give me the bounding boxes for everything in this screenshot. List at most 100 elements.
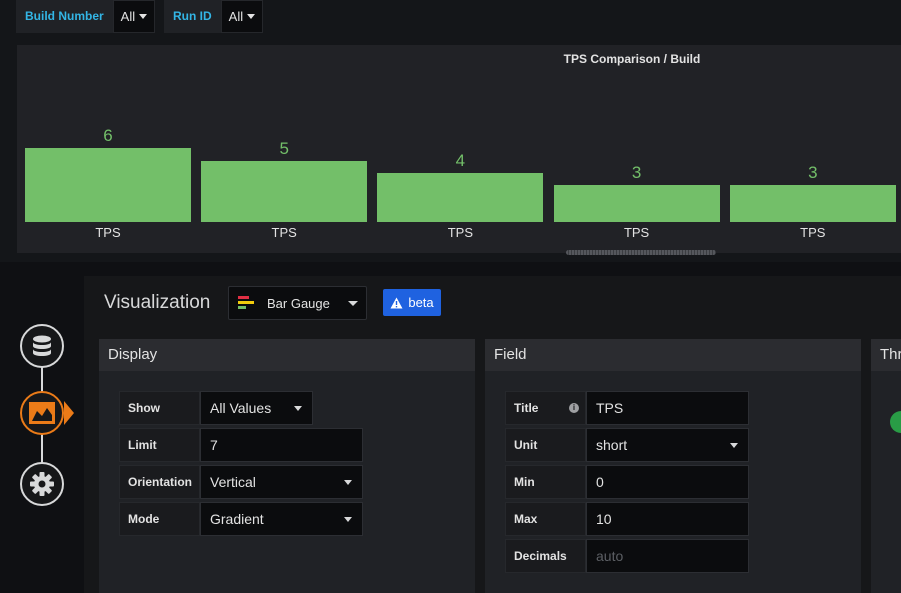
mode-label: Mode	[119, 502, 200, 536]
build-number-label: Build Number	[16, 0, 113, 33]
gear-icon	[30, 472, 54, 496]
display-limit-row: Limit 7	[119, 428, 363, 462]
min-label: Min	[505, 465, 586, 499]
field-decimals-row: Decimals auto	[505, 539, 749, 573]
min-label-text: Min	[514, 475, 535, 489]
display-options-group: Display Show All Values Limit 7 Orientation V…	[99, 339, 475, 593]
bar	[729, 185, 896, 222]
title-input[interactable]: TPS	[586, 391, 749, 425]
orientation-select[interactable]: Vertical	[200, 465, 363, 499]
visualization-name: Bar Gauge	[267, 295, 330, 311]
limit-input[interactable]: 7	[200, 428, 363, 462]
unit-label: Unit	[505, 428, 586, 462]
run-id-label: Run ID	[164, 0, 221, 33]
horizontal-scrollbar[interactable]	[566, 250, 716, 255]
title-label: Title i	[505, 391, 586, 425]
bar-category-label: TPS	[623, 225, 650, 240]
chevron-down-icon	[344, 517, 352, 522]
chevron-down-icon	[139, 14, 148, 19]
beta-label: beta	[408, 295, 434, 310]
mode-label-text: Mode	[128, 512, 160, 526]
display-mode-row: Mode Gradient	[119, 502, 363, 536]
display-show-row: Show All Values	[119, 391, 313, 425]
show-select[interactable]: All Values	[200, 391, 313, 425]
visualization-heading: Visualization	[104, 292, 211, 313]
bar	[201, 160, 368, 222]
unit-value: short	[596, 437, 628, 453]
thresholds-options-group: Thr	[871, 339, 901, 593]
bar-gauge-icon	[238, 296, 256, 310]
orientation-value: Vertical	[210, 474, 256, 490]
decimals-value: auto	[596, 548, 624, 564]
mode-value: Gradient	[210, 511, 264, 527]
decimals-input[interactable]: auto	[586, 539, 749, 573]
build-number-select[interactable]: All	[112, 0, 156, 33]
field-min-row: Min 0	[505, 465, 749, 499]
bar-value-label: 4	[455, 150, 466, 170]
bar-category-label: TPS	[800, 225, 826, 240]
chart-title: TPS Comparison / Build	[563, 52, 701, 66]
add-threshold-icon[interactable]	[890, 411, 901, 433]
orientation-label: Orientation	[119, 465, 200, 499]
chevron-down-icon	[348, 301, 358, 306]
visualization-picker[interactable]: Bar Gauge	[228, 286, 367, 320]
tps-comparison-panel[interactable]: TPS Comparison / Build 6 TPS 5 TPS 4 TPS 3 TPS 3…	[17, 45, 901, 255]
show-label: Show	[119, 391, 200, 425]
bar-category-label: TPS	[271, 225, 297, 240]
beta-badge[interactable]: beta	[383, 289, 441, 316]
field-max-row: Max 10	[505, 502, 749, 536]
show-label-text: Show	[128, 401, 160, 415]
limit-label-text: Limit	[128, 438, 157, 452]
run-id-variable: Run ID All	[164, 0, 264, 33]
bar-column[interactable]: 4 TPS	[377, 45, 544, 253]
max-label: Max	[505, 502, 586, 536]
bar-value-label: 5	[279, 138, 289, 158]
unit-label-text: Unit	[514, 438, 538, 452]
show-value: All Values	[210, 400, 272, 416]
run-id-select[interactable]: All	[220, 0, 264, 33]
chevron-down-icon	[730, 443, 738, 448]
bar	[377, 172, 544, 222]
bar-column[interactable]: 6 TPS	[25, 45, 191, 253]
bar-value-label: 3	[631, 163, 642, 183]
chevron-down-icon	[344, 480, 352, 485]
orientation-label-text: Orientation	[128, 475, 193, 489]
chart-area-icon	[29, 402, 55, 424]
run-id-value: All	[228, 9, 244, 24]
bar-value-label: 3	[808, 163, 818, 183]
info-icon[interactable]: i	[569, 403, 579, 413]
bar-category-label: TPS	[95, 225, 121, 240]
queries-nav-button[interactable]	[20, 324, 64, 368]
title-label-text: Title	[514, 401, 539, 415]
bar-column[interactable]: 3 TPS	[553, 45, 720, 253]
thresholds-header: Thr	[871, 339, 901, 371]
bar-column[interactable]: 5 TPS	[201, 45, 368, 253]
active-nav-pointer	[64, 401, 74, 425]
display-header: Display	[99, 339, 475, 371]
field-options-group: Field Title i TPS Unit short Min 0 Max 10 Decimal…	[485, 339, 861, 593]
visualization-nav-button[interactable]	[20, 391, 64, 435]
title-value: TPS	[596, 400, 624, 416]
field-unit-row: Unit short	[505, 428, 749, 462]
max-input[interactable]: 10	[586, 502, 749, 536]
bar	[25, 148, 191, 222]
chevron-down-icon	[294, 406, 302, 411]
bar-column[interactable]: 3 TPS	[729, 45, 896, 253]
bar-value-label: 6	[103, 126, 113, 146]
chevron-down-icon	[247, 14, 256, 19]
max-label-text: Max	[514, 512, 538, 526]
bar	[553, 185, 720, 222]
mode-select[interactable]: Gradient	[200, 502, 363, 536]
warning-icon	[390, 297, 403, 308]
build-number-value: All	[120, 9, 136, 24]
unit-select[interactable]: short	[586, 428, 749, 462]
min-value: 0	[596, 474, 604, 490]
general-nav-button[interactable]	[20, 462, 64, 506]
bar-category-label: TPS	[447, 225, 474, 240]
min-input[interactable]: 0	[586, 465, 749, 499]
display-orientation-row: Orientation Vertical	[119, 465, 363, 499]
decimals-label-text: Decimals	[514, 549, 567, 563]
field-title-row: Title i TPS	[505, 391, 749, 425]
limit-value: 7	[210, 437, 218, 453]
build-number-variable: Build Number All	[16, 0, 156, 33]
